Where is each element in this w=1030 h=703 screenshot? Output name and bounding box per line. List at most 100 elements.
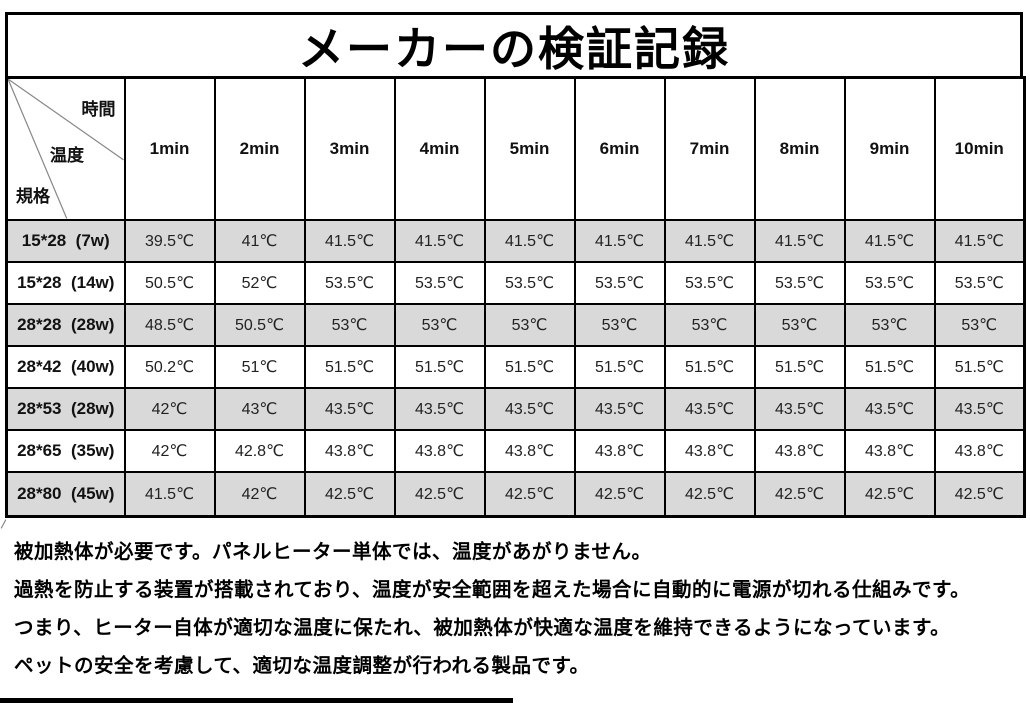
time-header: 10min [933,76,1026,221]
temp-cell: 53.5℃ [573,260,666,305]
temp-cell: 53.5℃ [753,260,846,305]
corner-diagonal-lines [8,79,123,218]
temp-cell: 53℃ [753,302,846,347]
table-row: 15*28 (7w) 39.5℃ 41℃ 41.5℃ 41.5℃ 41.5℃ 41.5℃ 41… [5,218,1026,263]
temp-cell: 41℃ [213,218,306,263]
temp-cell: 41.5℃ [393,218,486,263]
temp-cell: 41.5℃ [843,218,936,263]
temp-cell: 52℃ [213,260,306,305]
spec-cell: 28*53 (28w) [5,386,126,431]
temp-cell: 43℃ [213,386,306,431]
corner-label-time: 時間 [81,100,116,119]
temp-cell: 50.5℃ [213,302,306,347]
temp-cell: 53.5℃ [843,260,936,305]
temp-cell: 43.5℃ [843,386,936,431]
temp-cell: 43.8℃ [303,428,396,473]
corner-label-temperature: 温度 [50,146,84,165]
temp-cell: 42.5℃ [663,470,756,518]
temp-cell: 53℃ [843,302,936,347]
temp-cell: 53℃ [483,302,576,347]
temp-cell: 42.8℃ [213,428,306,473]
temp-cell: 41.5℃ [753,218,846,263]
temp-cell: 42.5℃ [483,470,576,518]
verification-table: 時間 温度 規格 1min 2min 3min 4min 5min 6min 7min 8mi… [5,76,1026,518]
page-title-text: メーカーの検証記録 [298,22,730,75]
corner-label-spec: 規格 [16,186,50,206]
table-row: 15*28 (14w) 50.5℃ 52℃ 53.5℃ 53.5℃ 53.5℃ 53.5℃ 5… [5,260,1026,305]
spec-cell: 28*65 (35w) [5,428,126,473]
temp-cell: 41.5℃ [483,218,576,263]
temp-cell: 53.5℃ [933,260,1026,305]
temp-cell: 43.5℃ [933,386,1026,431]
temp-cell: 42.5℃ [303,470,396,518]
table-row: 28*80 (45w) 41.5℃ 42℃ 42.5℃ 42.5℃ 42.5℃ 42.5℃ 4… [5,470,1026,518]
temp-cell: 51.5℃ [933,344,1026,389]
temp-cell: 53℃ [663,302,756,347]
spec-cell: 28*42 (40w) [5,344,126,389]
temp-cell: 53.5℃ [483,260,576,305]
time-header: 6min [573,76,666,221]
table-row: 28*53 (28w) 42℃ 43℃ 43.5℃ 43.5℃ 43.5℃ 43.5℃ 43.… [5,386,1026,431]
temp-cell: 43.5℃ [663,386,756,431]
temp-cell: 43.8℃ [843,428,936,473]
temp-cell: 41.5℃ [123,470,216,518]
temp-cell: 43.8℃ [393,428,486,473]
time-header: 5min [483,76,576,221]
notes: 被加熱体が必要です。パネルヒーター単体では、温度があがりません。過熱を防止する装… [14,533,1024,685]
temp-cell: 53.5℃ [393,260,486,305]
temp-cell: 51.5℃ [663,344,756,389]
spec-cell: 28*28 (28w) [5,302,126,347]
table-row: 28*42 (40w) 50.2℃ 51℃ 51.5℃ 51.5℃ 51.5℃ 51.5℃ 5… [5,344,1026,389]
note-line: つまり、ヒーター自体が適切な温度に保たれ、被加熱体が快適な温度を維持できるように… [14,617,951,639]
corner-header-cell: 時間 温度 規格 [5,76,126,221]
temp-cell: 43.5℃ [303,386,396,431]
spec-cell: 15*28 (7w) [5,218,126,263]
temp-cell: 50.5℃ [123,260,216,305]
temp-cell: 43.8℃ [933,428,1026,473]
header-row: 時間 温度 規格 1min 2min 3min 4min 5min 6min 7min 8mi… [5,76,1026,221]
temp-cell: 53℃ [393,302,486,347]
time-header: 3min [303,76,396,221]
time-header: 4min [393,76,486,221]
time-header: 7min [663,76,756,221]
temp-cell: 42℃ [123,386,216,431]
temp-cell: 42.5℃ [933,470,1026,518]
temp-cell: 43.5℃ [753,386,846,431]
note-line: 過熱を防止する装置が搭載されており、温度が安全範囲を超えた場合に自動的に電源が切… [14,579,971,601]
bottom-bar [0,698,513,703]
temp-cell: 43.5℃ [573,386,666,431]
page-title: メーカーの検証記録 [5,12,1023,79]
table-row: 28*65 (35w) 42℃ 42.8℃ 43.8℃ 43.8℃ 43.8℃ 43.8℃ 4… [5,428,1026,473]
time-header: 2min [213,76,306,221]
temp-cell: 43.8℃ [573,428,666,473]
temp-cell: 48.5℃ [123,302,216,347]
temp-cell: 53.5℃ [663,260,756,305]
temp-cell: 42.5℃ [573,470,666,518]
temp-cell: 43.5℃ [393,386,486,431]
note-line: ペットの安全を考慮して、適切な温度調整が行われる製品です。 [14,655,590,677]
temp-cell: 53℃ [933,302,1026,347]
temp-cell: 42℃ [213,470,306,518]
time-header: 1min [123,76,216,221]
temp-cell: 51℃ [213,344,306,389]
spec-cell: 15*28 (14w) [5,260,126,305]
temp-cell: 53℃ [573,302,666,347]
note-line: 被加熱体が必要です。パネルヒーター単体では、温度があがりません。 [14,541,652,563]
time-header: 9min [843,76,936,221]
temp-cell: 41.5℃ [573,218,666,263]
temp-cell: 43.8℃ [663,428,756,473]
temp-cell: 50.2℃ [123,344,216,389]
temp-cell: 51.5℃ [393,344,486,389]
temp-cell: 39.5℃ [123,218,216,263]
temp-cell: 41.5℃ [303,218,396,263]
temp-cell: 41.5℃ [933,218,1026,263]
temp-cell: 42.5℃ [393,470,486,518]
time-header: 8min [753,76,846,221]
temp-cell: 51.5℃ [483,344,576,389]
temp-cell: 42.5℃ [753,470,846,518]
temp-cell: 43.5℃ [483,386,576,431]
temp-cell: 51.5℃ [573,344,666,389]
temp-cell: 53℃ [303,302,396,347]
temp-cell: 51.5℃ [843,344,936,389]
temp-cell: 41.5℃ [663,218,756,263]
